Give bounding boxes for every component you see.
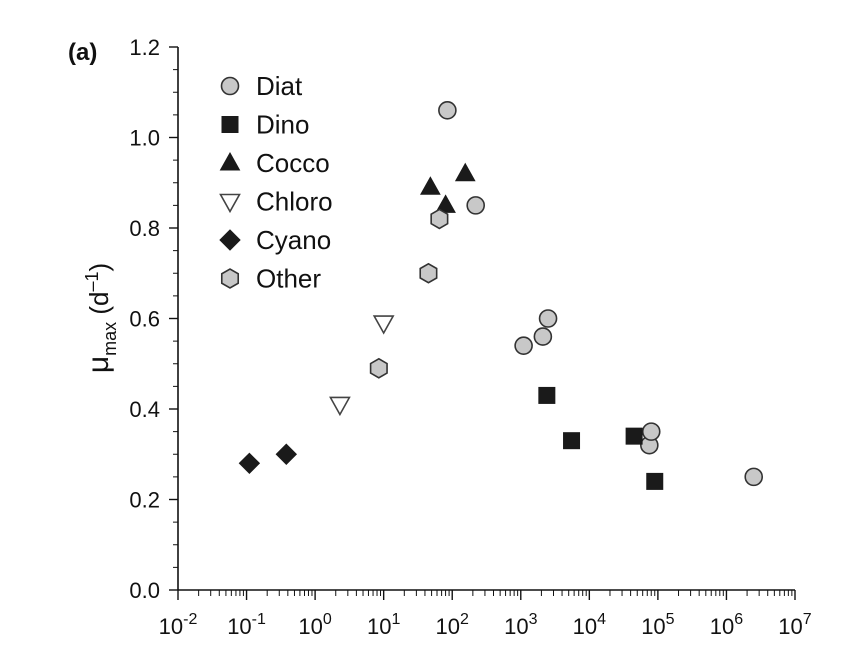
y-tick-label: 0.8: [129, 216, 160, 241]
x-tick-label: 10-2: [159, 611, 198, 639]
data-point-other: [419, 262, 438, 284]
data-point-dino: [563, 432, 581, 450]
legend-label-chloro: Chloro: [256, 187, 333, 217]
legend-marker-chloro: [219, 193, 241, 214]
data-point-cocco: [420, 176, 441, 195]
data-point-diat: [641, 422, 661, 441]
legend: Diat Dino Cocco Chloro Cyano Other: [219, 71, 333, 294]
data-point-other: [369, 357, 388, 379]
legend-label-other: Other: [256, 264, 321, 294]
data-point-chloro: [329, 396, 351, 417]
data-point-chloro: [372, 315, 395, 335]
x-tick-label: 107: [778, 611, 811, 639]
x-tick-exponent: 7: [803, 611, 812, 628]
y-title-unit-exponent: –1: [82, 271, 102, 291]
legend-label-cyano: Cyano: [256, 225, 331, 255]
x-tick-label: 103: [504, 611, 537, 639]
data-point-cocco: [454, 162, 476, 182]
x-tick-exponent: -2: [183, 611, 197, 628]
legend-marker-diat: [220, 76, 240, 96]
x-tick-exponent: 2: [460, 611, 469, 628]
legend-marker-cyano: [219, 229, 241, 251]
legend-marker-dino: [221, 116, 239, 133]
x-tick-exponent: 5: [666, 611, 675, 628]
panel-label: (a): [68, 39, 97, 66]
data-point-dino: [646, 472, 664, 490]
x-tick-label: 100: [298, 611, 331, 639]
y-title-symbol: μ: [82, 356, 115, 373]
y-tick-label: 0.0: [129, 578, 160, 603]
data-point-other: [430, 208, 449, 230]
x-tick-label: 104: [573, 611, 606, 639]
y-tick-label: 1.2: [129, 35, 160, 60]
y-tick-label: 1.0: [129, 126, 160, 151]
x-tick-exponent: 6: [734, 611, 743, 628]
legend-marker-cocco: [219, 151, 241, 171]
y-title-unit-close: ): [84, 263, 114, 272]
legend-label-diat: Diat: [256, 71, 303, 101]
y-tick-label: 0.2: [129, 488, 160, 513]
x-tick-exponent: 3: [529, 611, 538, 628]
x-tick-label: 106: [710, 611, 743, 639]
data-point-diat: [533, 327, 553, 346]
x-tick-label: 102: [436, 611, 469, 639]
y-tick-label: 0.4: [129, 397, 160, 422]
x-tick-label: 10-1: [227, 611, 266, 639]
data-point-diat: [538, 309, 558, 328]
y-tick-label: 0.6: [129, 307, 160, 332]
y-title-subscript: max: [100, 322, 120, 356]
data-point-dino: [625, 427, 643, 445]
data-point-diat: [514, 336, 533, 355]
data-point-diat: [744, 467, 764, 487]
legend-label-dino: Dino: [256, 110, 309, 140]
data-point-diat: [466, 196, 485, 215]
y-axis-title-text: μmax (d–1): [82, 263, 120, 373]
x-tick-label: 105: [641, 611, 674, 639]
x-tick-exponent: 0: [323, 611, 332, 628]
data-point-cyano: [238, 452, 261, 475]
data-point-dino: [538, 386, 556, 404]
data-point-diat: [438, 101, 457, 120]
legend-marker-other: [220, 268, 240, 289]
y-axis-title: μmax (d–1): [82, 263, 120, 373]
y-title-unit: (d: [84, 292, 114, 322]
x-tick-exponent: 4: [597, 611, 606, 628]
x-tick-exponent: 1: [391, 611, 400, 628]
x-tick-exponent: -1: [252, 611, 266, 628]
data-points: [238, 101, 764, 490]
legend-label-cocco: Cocco: [256, 148, 330, 178]
data-point-cyano: [275, 443, 298, 465]
x-tick-label: 101: [367, 611, 400, 639]
